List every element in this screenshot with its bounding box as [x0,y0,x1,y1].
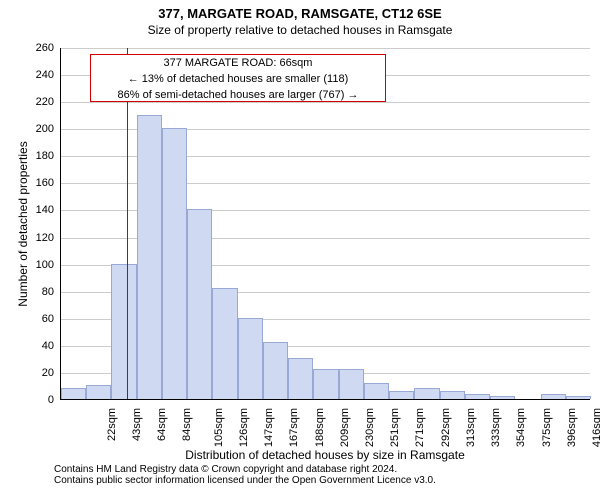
x-axis-title: Distribution of detached houses by size … [60,448,590,462]
y-tick-label: 260 [0,42,54,54]
annotation-line-1: 377 MARGATE ROAD: 66sqm [91,55,385,71]
x-tick-label: 396sqm [566,408,578,447]
x-tick-label: 126sqm [238,408,250,447]
x-tick-label: 333sqm [490,408,502,447]
histogram-bar [339,369,364,399]
histogram-bar [414,388,439,399]
histogram-bar [440,391,465,399]
x-tick-label: 105sqm [213,408,225,447]
y-tick-label: 0 [0,394,54,406]
y-tick-label: 40 [0,340,54,352]
y-tick-label: 100 [0,259,54,271]
y-tick-label: 80 [0,286,54,298]
x-tick-label: 271sqm [415,408,427,447]
histogram-bar [187,209,212,399]
histogram-bar [111,264,136,399]
annotation-line-2: ← 13% of detached houses are smaller (11… [91,71,385,87]
histogram-bar [263,342,288,399]
histogram-bar [162,128,187,399]
footer-line-1: Contains HM Land Registry data © Crown c… [54,464,436,475]
histogram-bar [566,396,591,399]
y-tick-label: 220 [0,96,54,108]
page-subtitle: Size of property relative to detached ho… [0,21,600,37]
histogram-bar [86,385,111,399]
annotation-line-3: 86% of semi-detached houses are larger (… [91,87,385,103]
annotation-box: 377 MARGATE ROAD: 66sqm ← 13% of detache… [90,54,386,102]
y-tick-label: 240 [0,69,54,81]
x-tick-label: 354sqm [516,408,528,447]
histogram-bar [313,369,338,399]
x-tick-label: 64sqm [156,408,168,441]
x-tick-label: 147sqm [263,408,275,447]
x-tick-label: 22sqm [106,408,118,441]
y-tick-label: 160 [0,177,54,189]
y-tick-label: 60 [0,313,54,325]
x-tick-label: 313sqm [465,408,477,447]
y-tick-label: 120 [0,232,54,244]
y-tick-label: 140 [0,204,54,216]
histogram-bar [364,383,389,399]
histogram-bar [389,391,414,399]
histogram-bar [61,388,86,399]
histogram-bar [137,115,162,399]
histogram-bar [465,394,490,399]
x-tick-label: 167sqm [288,408,300,447]
page-title: 377, MARGATE ROAD, RAMSGATE, CT12 6SE [0,0,600,21]
y-tick-label: 180 [0,150,54,162]
x-tick-label: 84sqm [181,408,193,441]
histogram-bar [490,396,515,399]
y-tick-label: 200 [0,123,54,135]
x-tick-label: 292sqm [440,408,452,447]
histogram-bar [238,318,263,399]
x-tick-label: 416sqm [591,408,600,447]
x-tick-label: 43sqm [131,408,143,441]
x-tick-label: 230sqm [364,408,376,447]
x-tick-label: 188sqm [314,408,326,447]
histogram-bar [212,288,237,399]
grid-line [61,48,590,49]
y-tick-label: 20 [0,367,54,379]
x-tick-label: 251sqm [389,408,401,447]
footer-text: Contains HM Land Registry data © Crown c… [54,464,436,486]
histogram-bar [541,394,566,399]
footer-line-2: Contains public sector information licen… [54,475,436,486]
histogram-bar [288,358,313,399]
x-tick-label: 209sqm [339,408,351,447]
x-tick-label: 375sqm [541,408,553,447]
